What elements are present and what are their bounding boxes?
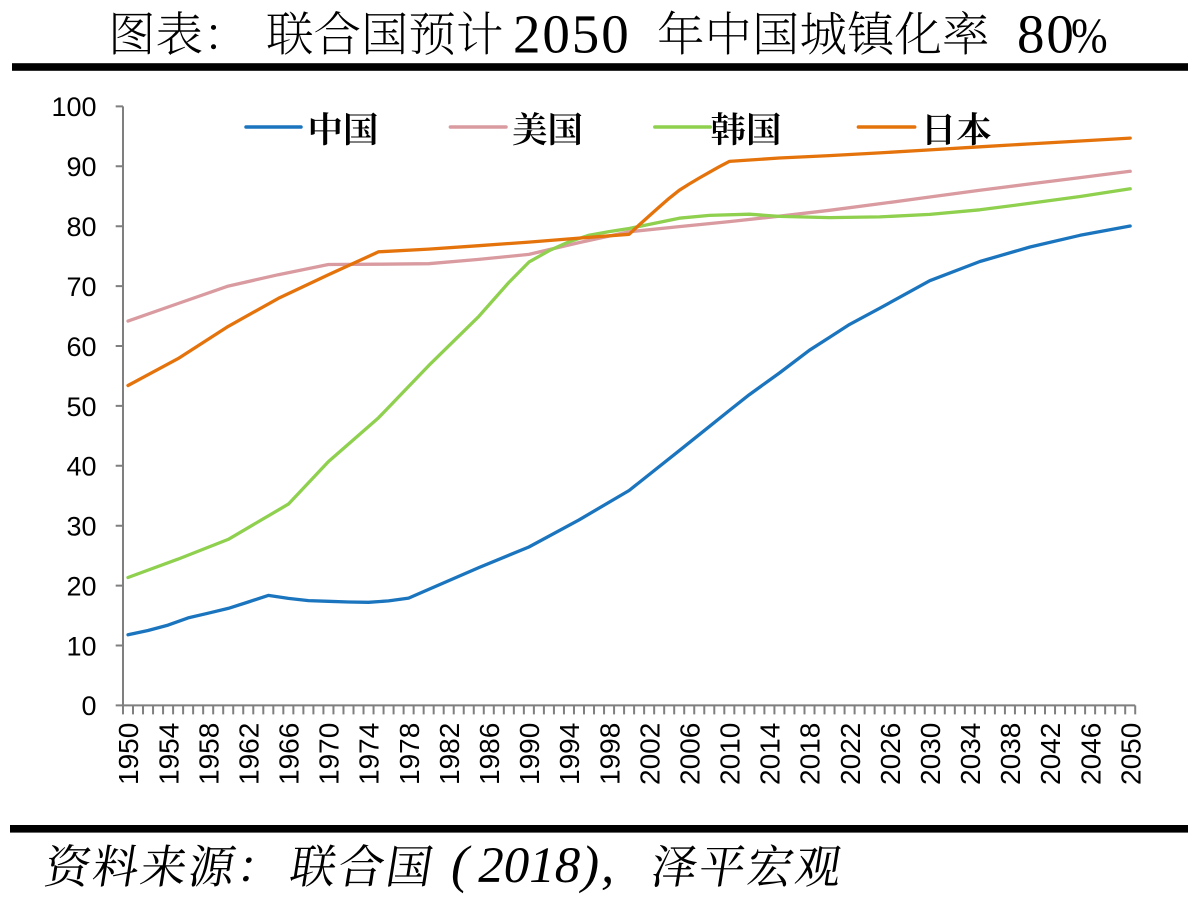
svg-text:2026: 2026 — [875, 723, 906, 785]
svg-text:30: 30 — [66, 512, 96, 542]
svg-text:1974: 1974 — [354, 723, 385, 785]
svg-text:1962: 1962 — [234, 723, 265, 785]
svg-text:2046: 2046 — [1075, 723, 1106, 785]
svg-text:2050: 2050 — [1115, 723, 1146, 785]
svg-text:,: , — [601, 836, 614, 894]
svg-text:2038: 2038 — [995, 723, 1026, 785]
svg-text:2002: 2002 — [634, 723, 665, 785]
svg-text:): ) — [579, 836, 600, 894]
svg-text:70: 70 — [66, 272, 96, 302]
svg-text:1994: 1994 — [554, 723, 585, 785]
svg-text:1998: 1998 — [594, 723, 625, 785]
svg-text:2034: 2034 — [955, 723, 986, 785]
svg-text:80: 80 — [66, 212, 96, 242]
svg-text:2014: 2014 — [755, 723, 786, 785]
svg-text:1990: 1990 — [514, 723, 545, 785]
svg-text:2018: 2018 — [478, 838, 580, 894]
svg-text:2006: 2006 — [674, 723, 705, 785]
svg-text:60: 60 — [66, 332, 96, 362]
svg-text:(: ( — [451, 836, 472, 894]
svg-text:1958: 1958 — [193, 723, 224, 785]
svg-text:20: 20 — [66, 572, 96, 602]
svg-text:1970: 1970 — [314, 723, 345, 785]
svg-text:100: 100 — [51, 92, 96, 122]
svg-text:2042: 2042 — [1035, 723, 1066, 785]
svg-text:2050: 2050 — [513, 4, 631, 65]
svg-text:50: 50 — [66, 392, 96, 422]
svg-text:2018: 2018 — [795, 723, 826, 785]
svg-text:1950: 1950 — [113, 723, 144, 785]
svg-text:2010: 2010 — [715, 723, 746, 785]
svg-text:90: 90 — [66, 152, 96, 182]
svg-text:40: 40 — [66, 452, 96, 482]
svg-text:2022: 2022 — [835, 723, 866, 785]
svg-text:80: 80 — [1017, 4, 1076, 65]
svg-text:10: 10 — [66, 631, 96, 661]
svg-text:1966: 1966 — [274, 723, 305, 785]
svg-text:1978: 1978 — [394, 723, 425, 785]
svg-text:1982: 1982 — [434, 723, 465, 785]
svg-text:1954: 1954 — [153, 723, 184, 785]
svg-text:%: % — [1071, 8, 1108, 63]
svg-text:2030: 2030 — [915, 723, 946, 785]
svg-text:1986: 1986 — [474, 723, 505, 785]
svg-text:0: 0 — [81, 691, 96, 721]
